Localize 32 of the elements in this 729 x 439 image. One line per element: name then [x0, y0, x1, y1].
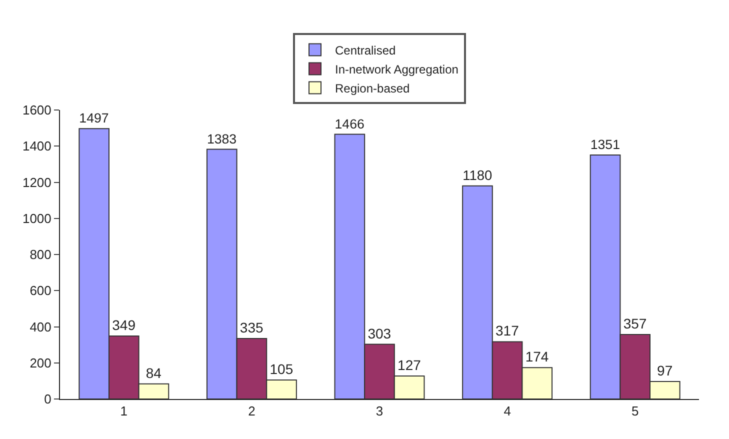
- data-label: 335: [240, 319, 264, 336]
- legend-label: In-network Aggregation: [335, 62, 458, 76]
- y-tick-label: 0: [44, 392, 52, 407]
- data-label: 174: [525, 348, 549, 365]
- x-tick-label: 2: [248, 404, 256, 419]
- data-label: 317: [496, 322, 520, 339]
- data-label: 303: [368, 325, 392, 342]
- y-tick-label: 600: [30, 283, 52, 298]
- x-tick-label: 3: [376, 404, 384, 419]
- data-label: 127: [398, 357, 422, 374]
- x-tick-label: 1: [120, 404, 128, 419]
- data-label: 1466: [334, 116, 364, 132]
- data-label: 349: [112, 316, 136, 333]
- data-label: 357: [623, 316, 647, 332]
- y-tick-label: 1400: [22, 138, 52, 154]
- data-label: 84: [146, 364, 162, 381]
- data-label: 1180: [462, 168, 493, 183]
- y-tick-label: 1000: [22, 210, 52, 226]
- y-tick-label: 1200: [22, 174, 52, 190]
- y-tick-label: 1600: [22, 102, 52, 118]
- x-tick-label: 4: [504, 404, 511, 419]
- x-tick-label: 5: [631, 404, 639, 419]
- y-tick-label: 200: [30, 355, 52, 370]
- data-label: 1383: [206, 131, 237, 146]
- y-tick-label: 400: [30, 319, 52, 334]
- data-label: 105: [270, 361, 294, 378]
- legend-label: Region-based: [335, 81, 410, 96]
- data-label: 97: [657, 362, 673, 378]
- legend-label: Centralised: [335, 43, 396, 58]
- data-label: 1497: [79, 110, 109, 126]
- data-label: 1351: [590, 137, 620, 152]
- y-tick-label: 800: [30, 247, 52, 262]
